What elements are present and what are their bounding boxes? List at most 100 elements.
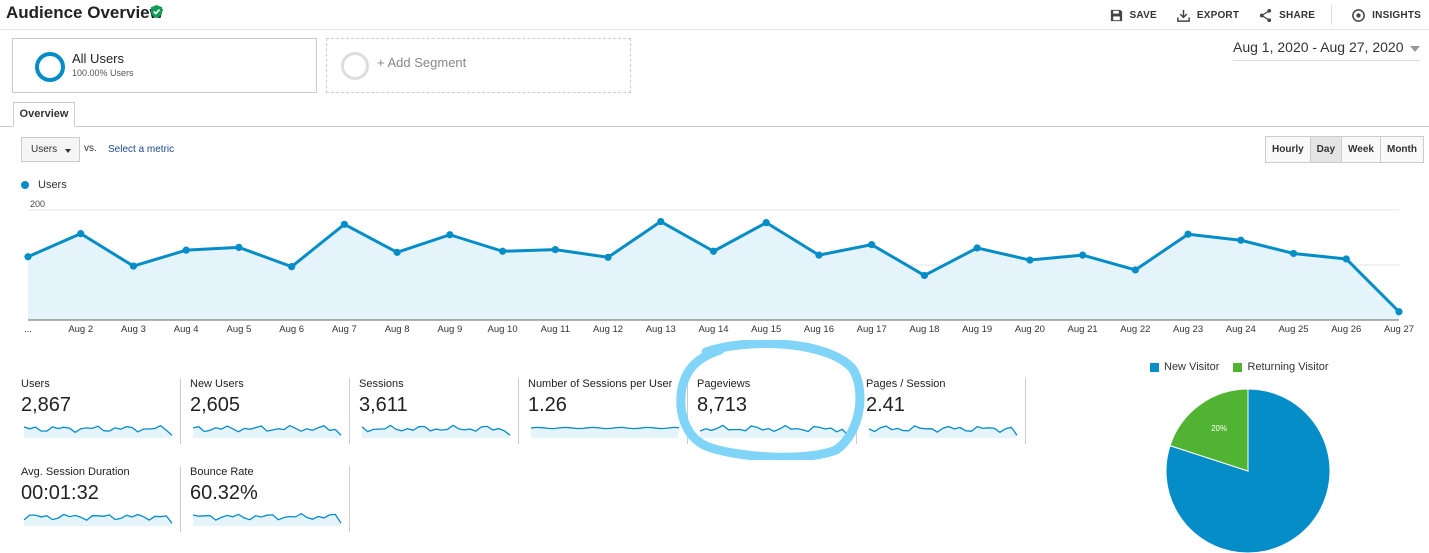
sparkline	[23, 513, 173, 526]
share-label: SHARE	[1279, 9, 1316, 21]
metric-dropdown-value: Users	[31, 144, 58, 155]
metric-value: 2,605	[190, 394, 241, 416]
export-button[interactable]: EXPORT	[1176, 8, 1239, 23]
data-point	[1395, 308, 1403, 316]
area-fill	[28, 221, 1399, 320]
sparkline	[192, 424, 342, 438]
granularity-week[interactable]: Week	[1341, 137, 1380, 162]
data-point	[1342, 255, 1350, 263]
metric-card-pages-per-session[interactable]: Pages / Session 2.41	[866, 378, 1026, 444]
granularity-day[interactable]: Day	[1309, 137, 1342, 162]
sparkline-fill	[24, 425, 172, 438]
data-point	[762, 219, 770, 227]
sparkline-fill	[362, 425, 510, 438]
x-tick-label: Aug 6	[279, 324, 304, 335]
data-point	[498, 247, 507, 255]
pageviews-highlight-circle	[676, 340, 865, 460]
chevron-down-icon	[1410, 46, 1420, 52]
data-point	[1026, 256, 1034, 264]
legend-item-returning-visitor: Returning Visitor	[1233, 361, 1329, 373]
select-metric-link[interactable]: Select a metric	[108, 144, 175, 155]
x-tick-label: Aug 26	[1331, 324, 1361, 335]
data-point	[657, 217, 665, 226]
sparkline-fill	[24, 514, 172, 526]
new-visitor-swatch	[1150, 362, 1159, 372]
sparkline-fill	[531, 427, 679, 438]
share-icon	[1260, 8, 1272, 22]
data-point	[235, 243, 243, 251]
segment-all-users[interactable]: All Users 100.00% Users	[12, 38, 317, 93]
x-tick-label: Aug 25	[1278, 324, 1308, 335]
pie-slice-returning-visitor	[1169, 388, 1249, 472]
x-tick-label: Aug 15	[751, 324, 781, 335]
metric-card-users[interactable]: Users 2,867	[21, 378, 181, 444]
tab-overview[interactable]: Overview	[13, 102, 75, 127]
export-label: EXPORT	[1196, 9, 1240, 21]
data-point	[340, 220, 348, 228]
insights-button[interactable]: INSIGHTS	[1351, 8, 1421, 23]
metric-label: Bounce Rate	[190, 466, 254, 478]
x-tick-label: Aug 27	[1384, 324, 1414, 335]
share-button[interactable]: SHARE	[1258, 8, 1315, 23]
save-icon	[1110, 9, 1122, 21]
metric-card-sessions-per-user[interactable]: Number of Sessions per User 1.26	[528, 378, 688, 444]
save-button[interactable]: SAVE	[1109, 8, 1157, 23]
metric-dropdown[interactable]: Users	[21, 137, 80, 162]
insights-label: INSIGHTS	[1372, 9, 1421, 21]
metric-value: 00:01:32	[21, 482, 99, 504]
metric-value: 3,611	[359, 394, 408, 416]
metric-label: Avg. Session Duration	[21, 466, 130, 478]
metric-label: Pages / Session	[866, 378, 946, 390]
caret-down-icon	[65, 149, 71, 153]
data-point	[815, 251, 823, 259]
x-tick-label: Aug 23	[1173, 324, 1203, 335]
metric-value: 1.26	[528, 394, 567, 416]
granularity-toggle: Hourly Day Week Month	[1265, 136, 1424, 163]
add-segment-button[interactable]: + Add Segment	[326, 38, 631, 93]
data-point	[288, 263, 296, 271]
y-tick-label: 200	[30, 199, 45, 209]
data-point	[709, 247, 718, 255]
segment-circle-icon	[35, 52, 65, 82]
segment-name: All Users	[72, 51, 125, 66]
metric-card-avg-session-duration[interactable]: Avg. Session Duration 00:01:32	[21, 466, 181, 532]
x-tick-label: Aug 21	[1068, 324, 1098, 335]
returning-visitor-swatch	[1233, 362, 1243, 372]
pie-legend: New Visitor Returning Visitor	[1150, 361, 1343, 373]
data-point	[604, 253, 612, 261]
x-tick-label: Aug 5	[227, 324, 252, 335]
granularity-month[interactable]: Month	[1379, 137, 1423, 162]
data-point	[973, 244, 981, 252]
metric-value: 60.32%	[190, 482, 258, 504]
metric-card-bounce-rate[interactable]: Bounce Rate 60.32%	[190, 466, 350, 532]
granularity-hourly[interactable]: Hourly	[1266, 137, 1310, 162]
tab-divider	[0, 126, 1429, 127]
sparkline	[192, 512, 342, 526]
legend-returning-visitor-label: Returning Visitor	[1247, 361, 1329, 373]
insights-icon	[1352, 8, 1366, 22]
sparkline-line	[23, 513, 173, 524]
data-point	[446, 231, 454, 239]
metric-label: Sessions	[359, 378, 404, 390]
metric-value: 8,713	[697, 394, 748, 416]
metric-card-sessions[interactable]: Sessions 3,611	[359, 378, 519, 444]
data-point	[77, 230, 85, 238]
legend-label: Users	[38, 179, 67, 191]
metric-value: 2,867	[21, 394, 72, 416]
pie-slice-label: 20%	[1211, 424, 1227, 433]
sparkline-line	[23, 424, 173, 436]
sparkline	[23, 424, 173, 438]
metric-card-pageviews[interactable]: Pageviews 8,713	[697, 378, 857, 444]
x-tick-label: Aug 13	[646, 324, 676, 335]
export-icon	[1176, 9, 1190, 22]
date-range-picker[interactable]: Aug 1, 2020 - Aug 27, 2020	[1233, 39, 1421, 61]
metric-value: 2.41	[866, 394, 905, 416]
x-tick-label: Aug 14	[698, 324, 728, 335]
visitor-pie-chart: 80% 20%	[1165, 388, 1331, 553]
data-point	[393, 248, 401, 256]
segment-percentage: 100.00% Users	[72, 68, 134, 78]
verified-shield-icon	[150, 4, 163, 19]
data-point	[182, 246, 190, 254]
sparkline	[868, 425, 1018, 438]
metric-card-new-users[interactable]: New Users 2,605	[190, 378, 350, 444]
